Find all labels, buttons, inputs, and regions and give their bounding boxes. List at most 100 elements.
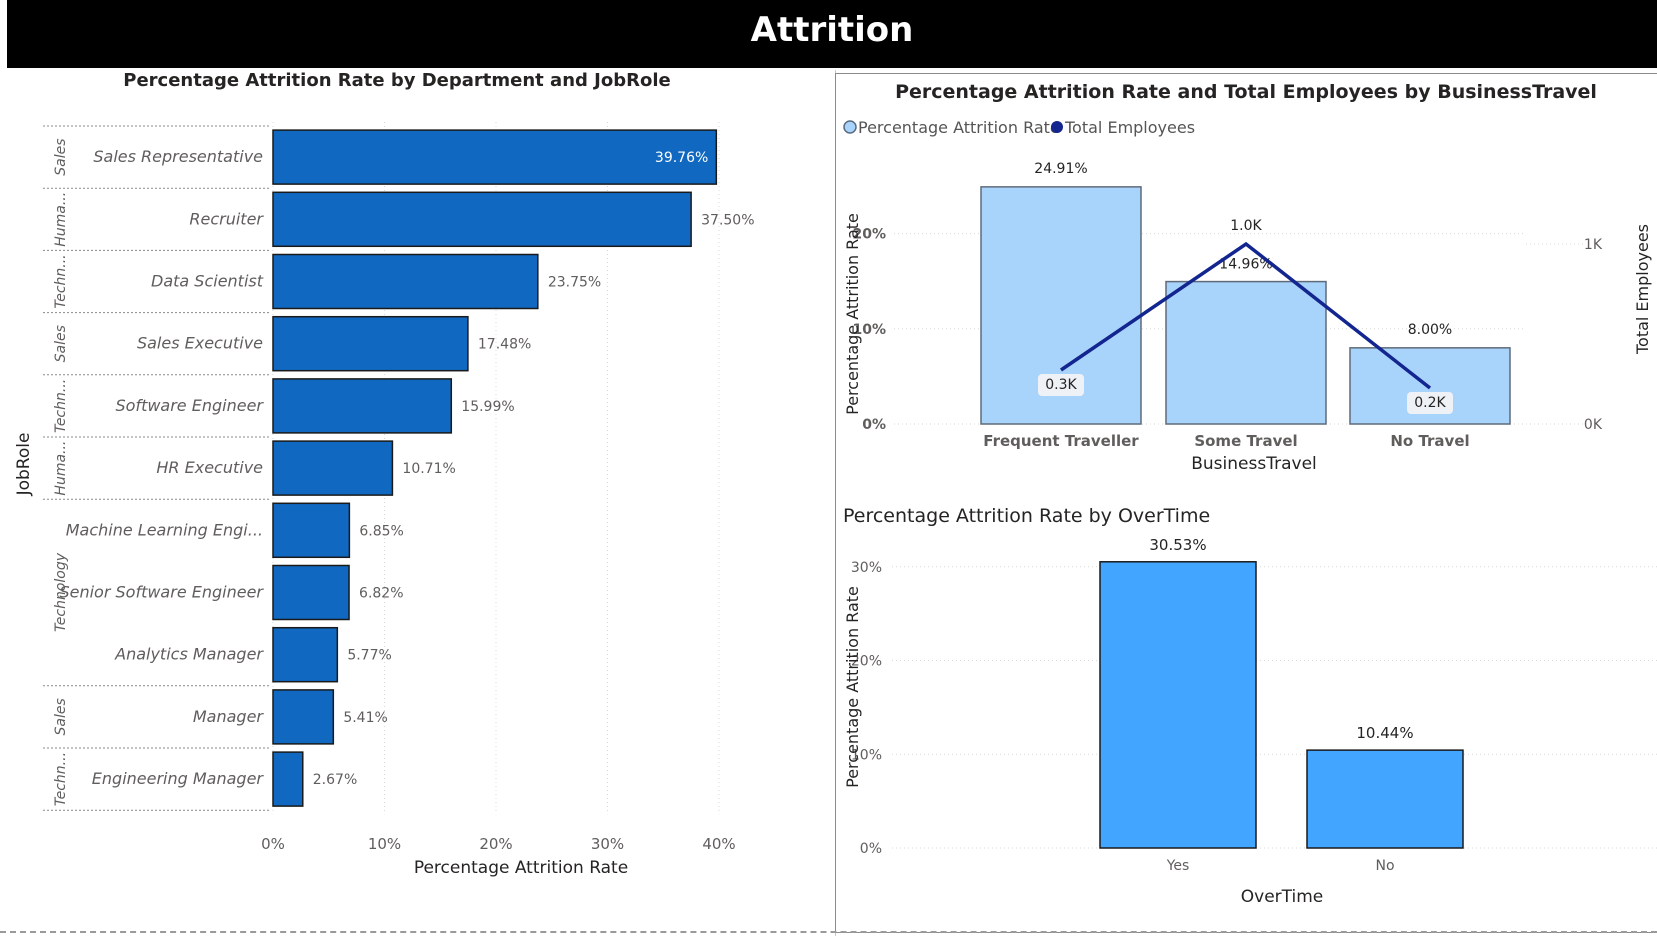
jobrole-label: Engineering Manager bbox=[92, 769, 265, 788]
department-label: Sales bbox=[53, 138, 69, 175]
bar bbox=[272, 751, 304, 807]
data-label: 8.00% bbox=[1408, 322, 1452, 338]
bar bbox=[1306, 749, 1464, 849]
jobrole-label: Analytics Manager bbox=[114, 645, 264, 664]
line-data-labels: 0.3K 1.0K 0.2K bbox=[1038, 218, 1453, 414]
bar bbox=[272, 626, 339, 683]
canvas-bottom-border bbox=[0, 931, 1657, 933]
data-label: 6.82% bbox=[359, 586, 403, 602]
bar-data-labels: 39.76% 37.50% 23.75% 17.48% 15.99% 10.71% 6.85… bbox=[313, 150, 755, 788]
y-axis-label: JobRole bbox=[14, 433, 34, 497]
y-tick-label: 30% bbox=[851, 560, 882, 576]
y2-axis-label: Total Employees bbox=[1633, 224, 1652, 355]
line-data-label: 0.3K bbox=[1045, 377, 1077, 393]
bar bbox=[272, 689, 335, 745]
x-tick-label: 0% bbox=[261, 835, 285, 853]
bar bbox=[272, 315, 469, 372]
bar bbox=[272, 191, 692, 248]
bar bbox=[272, 129, 718, 185]
data-label: 37.50% bbox=[701, 212, 754, 228]
jobrole-label: Recruiter bbox=[189, 209, 264, 228]
bar bbox=[272, 502, 351, 559]
department-label: Huma... bbox=[53, 192, 69, 247]
legend-marker-attrition bbox=[843, 120, 857, 134]
bar bbox=[272, 564, 350, 621]
legend-marker-employees bbox=[1051, 121, 1063, 133]
bar bbox=[272, 378, 453, 434]
chart-title: Percentage Attrition Rate by Department … bbox=[123, 70, 670, 91]
jobrole-attrition-panel[interactable]: Percentage Attrition Rate by Department … bbox=[7, 70, 836, 936]
bar-data-labels: 30.53% 10.44% bbox=[1149, 536, 1413, 742]
bar bbox=[272, 440, 394, 496]
y-tick-label: 10% bbox=[851, 747, 882, 763]
y2-tick-label: 0K bbox=[1584, 417, 1603, 433]
x-tick-label: 40% bbox=[702, 835, 735, 853]
department-label: Technology bbox=[53, 552, 69, 632]
bar bbox=[1165, 280, 1327, 425]
businesstravel-panel[interactable]: Percentage Attrition Rate and Total Empl… bbox=[835, 73, 1657, 503]
overtime-bars bbox=[1099, 561, 1464, 849]
y2-tick-labels: 0K 1K bbox=[1584, 237, 1603, 433]
jobrole-attrition-chart: Percentage Attrition Rate by Department … bbox=[14, 70, 755, 878]
line-path bbox=[1060, 241, 1432, 390]
department-label: Techn... bbox=[53, 254, 69, 308]
department-label: Techn... bbox=[53, 752, 69, 806]
attrition-bars bbox=[272, 129, 718, 807]
data-label: 17.48% bbox=[478, 337, 531, 353]
employees-line bbox=[1060, 241, 1432, 390]
bar bbox=[272, 253, 539, 310]
data-label: 5.41% bbox=[343, 710, 387, 726]
bar-data-labels: 24.91% 14.96% 8.00% bbox=[1034, 161, 1452, 338]
data-label: 10.71% bbox=[402, 461, 455, 477]
chart-title: Percentage Attrition Rate by OverTime bbox=[843, 505, 1210, 527]
department-label: Huma... bbox=[53, 441, 69, 496]
x-tick-label: 30% bbox=[591, 835, 624, 853]
x-tick-label: Some Travel bbox=[1194, 432, 1297, 450]
x-tick-labels: Frequent Traveller Some Travel No Travel bbox=[983, 432, 1469, 450]
line-label-bg bbox=[1038, 374, 1084, 396]
line-label-bg bbox=[1407, 392, 1453, 414]
jobrole-label: Sales Executive bbox=[137, 334, 263, 353]
data-label: 6.85% bbox=[359, 523, 403, 539]
x-tick-label: 20% bbox=[479, 835, 512, 853]
department-label: Techn... bbox=[53, 379, 69, 433]
data-label: 5.77% bbox=[347, 648, 391, 664]
dashboard-header: Attrition bbox=[7, 0, 1657, 68]
x-tick-label: No bbox=[1375, 858, 1394, 874]
chart-title: Percentage Attrition Rate and Total Empl… bbox=[895, 81, 1597, 103]
data-label: 2.67% bbox=[313, 772, 357, 788]
jobrole-label: Manager bbox=[193, 707, 265, 726]
bar bbox=[1099, 561, 1257, 849]
data-label: 24.91% bbox=[1034, 161, 1087, 177]
legend-label-attrition: Percentage Attrition Rate bbox=[858, 118, 1060, 137]
jobrole-label: HR Executive bbox=[156, 458, 263, 477]
jobrole-labels: Sales Representative Recruiter Data Scient… bbox=[59, 147, 264, 788]
y-axis-label: Percentage Attrition Rate bbox=[843, 213, 862, 415]
x-tick-label: No Travel bbox=[1390, 432, 1469, 450]
y2-tick-label: 1K bbox=[1584, 237, 1603, 253]
x-tick-label: Frequent Traveller bbox=[983, 432, 1139, 450]
department-groups: Sales Huma... Techn... Sales Techn... Huma...… bbox=[43, 125, 269, 811]
jobrole-label: Machine Learning Engi... bbox=[66, 520, 263, 539]
department-label: Sales bbox=[53, 698, 69, 735]
x-tick-labels: 0% 10% 20% 30% 40% bbox=[261, 835, 736, 853]
y-tick-label: 0% bbox=[860, 841, 882, 857]
x-axis-label: BusinessTravel bbox=[1191, 454, 1317, 474]
y-tick-label: 0% bbox=[862, 417, 886, 433]
overtime-panel[interactable]: Percentage Attrition Rate by OverTime 0%… bbox=[835, 502, 1657, 933]
data-label: 39.76% bbox=[655, 150, 708, 166]
x-tick-label: 10% bbox=[368, 835, 401, 853]
y-tick-labels: 0% 10% 20% 30% bbox=[851, 560, 882, 857]
jobrole-label: Software Engineer bbox=[115, 396, 264, 415]
legend[interactable]: Percentage Attrition Rate Total Employee… bbox=[843, 118, 1195, 137]
y-axis-label: Percentage Attrition Rate bbox=[843, 586, 862, 788]
businesstravel-chart: Percentage Attrition Rate and Total Empl… bbox=[843, 81, 1652, 474]
y-tick-label: 10% bbox=[852, 322, 886, 338]
jobrole-label: Data Scientist bbox=[151, 272, 264, 291]
legend-label-employees: Total Employees bbox=[1064, 118, 1195, 137]
y-tick-label: 20% bbox=[851, 654, 882, 670]
dashboard-title: Attrition bbox=[750, 10, 914, 50]
y-tick-label: 20% bbox=[852, 227, 886, 243]
department-label: Sales bbox=[53, 325, 69, 362]
jobrole-label: Sales Representative bbox=[93, 147, 263, 166]
